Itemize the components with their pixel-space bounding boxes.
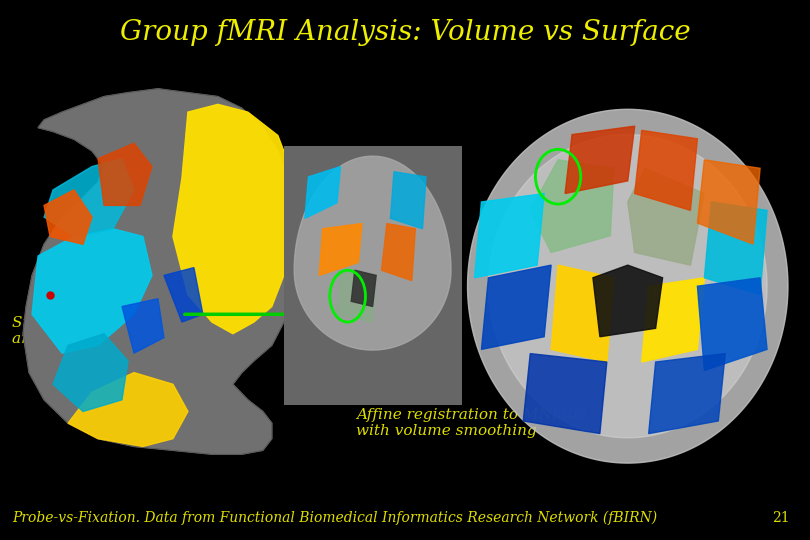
Polygon shape [642,278,705,362]
Polygon shape [551,265,614,362]
Polygon shape [705,202,767,295]
Polygon shape [305,166,340,218]
Polygon shape [531,160,614,253]
Text: Probe-vs-Fixation. Data from Functional Biomedical Informatics Research Network : Probe-vs-Fixation. Data from Functional … [12,510,657,525]
Text: 21: 21 [772,511,790,525]
Polygon shape [44,190,92,244]
Polygon shape [628,168,705,265]
Polygon shape [467,109,788,463]
Polygon shape [98,143,152,205]
Text: Surface-based Registration
and smoothing: Surface-based Registration and smoothing [12,316,223,346]
Polygon shape [390,172,426,229]
Polygon shape [122,299,164,353]
Polygon shape [337,270,376,322]
Polygon shape [475,193,544,278]
Polygon shape [481,265,551,349]
Polygon shape [23,89,296,454]
Text: Group fMRI Analysis: Volume vs Surface: Group fMRI Analysis: Volume vs Surface [120,19,690,46]
Polygon shape [32,229,152,353]
Polygon shape [53,334,128,411]
Polygon shape [68,373,188,447]
Polygon shape [523,354,607,434]
Polygon shape [697,160,760,244]
Polygon shape [382,224,416,281]
Text: Affine registration to MNI305
with volume smoothing: Affine registration to MNI305 with volum… [356,408,587,438]
Polygon shape [593,265,663,337]
Polygon shape [44,159,134,237]
Polygon shape [352,270,376,307]
Polygon shape [173,104,293,334]
Polygon shape [488,134,767,438]
Polygon shape [697,278,767,370]
Polygon shape [294,156,451,350]
Polygon shape [565,126,635,193]
Polygon shape [635,130,697,211]
Polygon shape [319,224,362,275]
Polygon shape [649,354,725,434]
Polygon shape [164,268,202,322]
